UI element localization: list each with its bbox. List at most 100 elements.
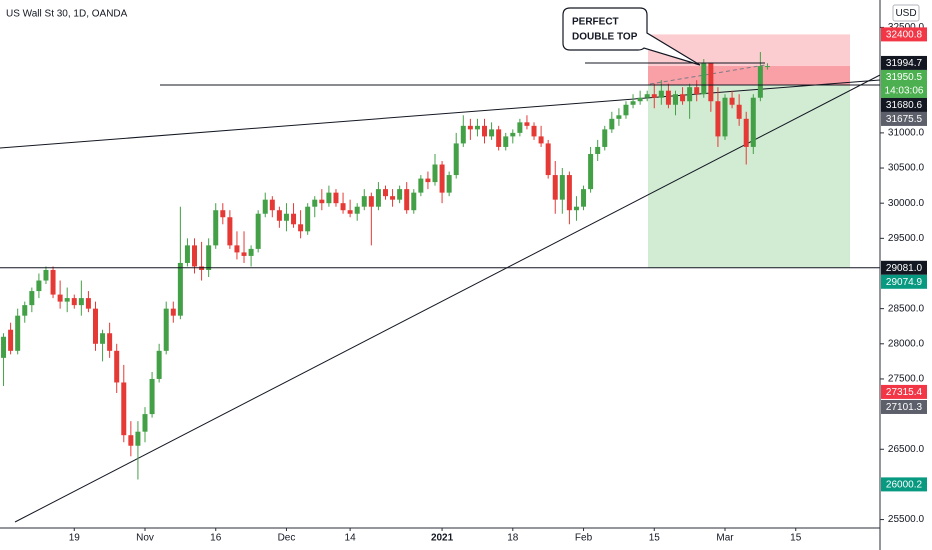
- candle-body: [85, 298, 91, 309]
- candle-body: [354, 206, 360, 214]
- candle-body: [694, 87, 700, 95]
- candle-body: [736, 104, 742, 119]
- candle-body: [312, 199, 318, 207]
- candle-body: [460, 125, 466, 144]
- candle-body: [57, 294, 63, 302]
- candle-body: [588, 153, 594, 190]
- currency[interactable]: USD: [895, 8, 916, 19]
- candle-body: [701, 63, 707, 95]
- candle-body: [630, 101, 636, 105]
- candle-body: [573, 206, 579, 211]
- candle-body: [92, 308, 98, 344]
- price-label: 31680.6: [886, 100, 923, 111]
- candle-body: [319, 199, 325, 204]
- x-tick-label: 16: [210, 533, 222, 544]
- candle-body: [149, 378, 155, 415]
- y-tick-label: 30000.0: [888, 198, 925, 209]
- axes: 19Nov16Dec14202118Feb15Mar1532500.031000…: [69, 22, 927, 544]
- candle-body: [531, 125, 537, 137]
- candle-body: [128, 435, 134, 446]
- candle-body: [637, 97, 643, 102]
- candle-body: [269, 199, 275, 211]
- price-badge: [881, 111, 927, 126]
- callout-text: DOUBLE TOP: [572, 32, 638, 43]
- candle-body: [390, 196, 396, 200]
- candle-body: [411, 192, 417, 211]
- candle-body: [446, 175, 452, 193]
- candle-body: [156, 350, 162, 379]
- candle-body: [64, 298, 70, 302]
- candle-body: [750, 97, 756, 147]
- candle-body: [489, 129, 495, 137]
- candle-body: [595, 146, 601, 154]
- x-tick-label: 19: [69, 533, 81, 544]
- candle-body: [347, 210, 353, 214]
- candles: [1, 52, 770, 480]
- price-badge: [881, 399, 927, 414]
- y-tick-label: 26500.0: [888, 444, 925, 455]
- candle-body: [262, 199, 268, 214]
- candle-body: [425, 178, 431, 183]
- candle-body: [36, 280, 42, 292]
- candle-body: [672, 94, 678, 105]
- price-label: 26000.2: [886, 480, 923, 491]
- price-badge: [881, 384, 927, 399]
- candle-body: [474, 125, 480, 130]
- candle-body: [722, 97, 728, 137]
- target-zone: [648, 85, 850, 268]
- candle-body: [680, 94, 686, 102]
- candle-body: [453, 143, 459, 176]
- price-label: 31994.7: [886, 58, 923, 69]
- candle-body: [227, 217, 233, 246]
- price-label: 32400.8: [886, 30, 923, 41]
- candle-body: [404, 189, 410, 211]
- candle-body: [757, 66, 763, 98]
- trend-line: [14, 74, 881, 523]
- candle-body: [375, 189, 381, 207]
- loss-fill: [648, 66, 850, 86]
- candle-body: [496, 129, 502, 147]
- candle-body: [524, 122, 530, 126]
- price-label: 29081.0: [886, 263, 923, 274]
- candle-body: [382, 189, 388, 197]
- candle-body: [432, 164, 438, 183]
- y-tick-label: 28000.0: [888, 338, 925, 349]
- candle-body: [609, 118, 615, 130]
- x-tick-label: 18: [507, 533, 519, 544]
- candle-body: [213, 210, 219, 246]
- candle-body: [276, 210, 282, 221]
- trend-line: [0, 79, 881, 149]
- candle-body: [644, 94, 650, 98]
- candle-body: [248, 248, 254, 256]
- time-axis: [0, 528, 880, 550]
- candle-body: [107, 333, 113, 351]
- candle-body: [135, 431, 141, 446]
- price-label: 27315.4: [886, 387, 923, 398]
- candle-body: [510, 132, 516, 137]
- candle-body: [220, 210, 226, 218]
- candle-body: [743, 118, 749, 147]
- candle-body: [170, 308, 176, 316]
- x-tick-label: 15: [790, 533, 802, 544]
- candle-body: [163, 308, 169, 351]
- candle-body: [29, 291, 35, 306]
- currency-box[interactable]: [892, 4, 920, 22]
- candle-body: [43, 269, 49, 281]
- y-tick-label: 30500.0: [888, 163, 925, 174]
- y-tick-label: 28500.0: [888, 303, 925, 314]
- candle-body: [418, 178, 424, 193]
- candle-body: [142, 414, 148, 432]
- position-tool: [648, 34, 850, 268]
- candle-body: [333, 192, 339, 204]
- candle-body: [665, 90, 671, 105]
- y-tick-label: 27500.0: [888, 374, 925, 385]
- price-badge: [881, 69, 927, 98]
- x-tick-label: Nov: [136, 533, 154, 544]
- candle-body: [100, 333, 106, 344]
- candle-body: [206, 245, 212, 270]
- horizontal-lines: [0, 62, 880, 269]
- countdown: 14:03:06: [885, 86, 924, 97]
- price-badge: [881, 97, 927, 112]
